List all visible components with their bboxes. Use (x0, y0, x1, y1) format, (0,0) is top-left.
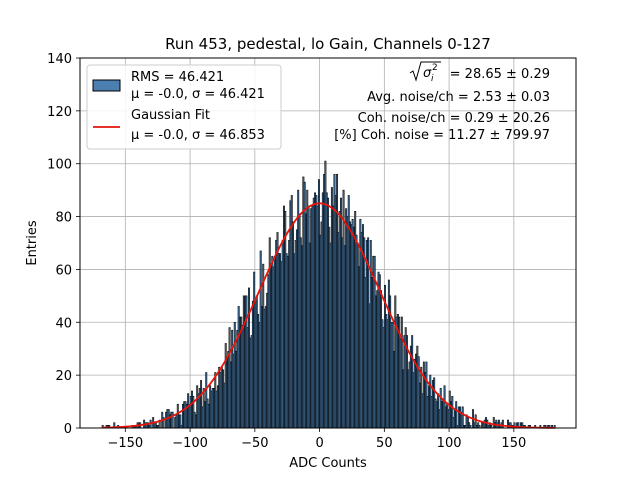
histogram-bar (461, 406, 464, 429)
y-tick-label: 120 (47, 105, 72, 120)
legend-histogram-swatch (92, 79, 121, 92)
legend-fit-label: Gaussian Fit (131, 108, 210, 123)
y-tick-label: 40 (55, 316, 72, 331)
coh-noise-annotation: Coh. noise/ch = 0.29 ± 20.26 (358, 111, 550, 126)
avg-noise-annotation: Avg. noise/ch = 2.53 ± 0.03 (367, 90, 550, 105)
sigma-superscript: 2 (432, 63, 438, 73)
plot-frame (79, 57, 577, 429)
gaussian-fit-curve (101, 202, 556, 429)
y-tick-label: 20 (55, 369, 72, 384)
x-tick-label: 150 (501, 436, 526, 451)
y-axis-ticks: 0 20 40 60 80 100 120 140 (47, 52, 80, 437)
legend-box (86, 64, 282, 150)
x-tick-label: 0 (315, 436, 323, 451)
noise-annotations: σ i 2 = 28.65 ± 0.29 Avg. noise/ch = 2.5… (334, 61, 550, 143)
sigma-value: = 28.65 ± 0.29 (450, 67, 550, 82)
legend: RMS = 46.421 μ = -0.0, σ = 46.421 Gaussi… (86, 64, 282, 150)
y-tick-label: 0 (64, 422, 72, 437)
x-axis-title: ADC Counts (289, 456, 367, 471)
x-axis-ticks: −150 −100 −50 0 50 100 150 (107, 428, 526, 451)
sigma-symbol: σ (423, 66, 432, 81)
y-tick-label: 80 (55, 211, 72, 226)
histogram-bar (171, 411, 174, 429)
y-axis-title: Entries (25, 220, 40, 266)
legend-fit-stats: μ = -0.0, σ = 46.853 (131, 128, 265, 143)
x-tick-label: 100 (437, 436, 462, 451)
histogram-bar (501, 419, 504, 429)
sigma-subscript: i (431, 74, 434, 84)
x-tick-label: 50 (376, 436, 393, 451)
sigma-annotation: σ i 2 = 28.65 ± 0.29 (409, 61, 550, 84)
histogram-bar (455, 401, 458, 429)
legend-histogram-stats: μ = -0.0, σ = 46.421 (131, 87, 265, 102)
legend-histogram-label: RMS = 46.421 (131, 70, 224, 85)
coh-percent-annotation: [%] Coh. noise = 11.27 ± 799.97 (334, 128, 550, 143)
x-tick-label: −150 (107, 436, 143, 451)
sqrt-sign (409, 61, 441, 82)
y-tick-label: 140 (47, 52, 72, 67)
y-tick-label: 100 (47, 158, 72, 173)
y-tick-label: 60 (55, 263, 72, 278)
x-tick-label: −50 (241, 436, 268, 451)
x-tick-label: −100 (172, 436, 208, 451)
chart-title: Run 453, pedestal, lo Gain, Channels 0-1… (165, 35, 491, 53)
